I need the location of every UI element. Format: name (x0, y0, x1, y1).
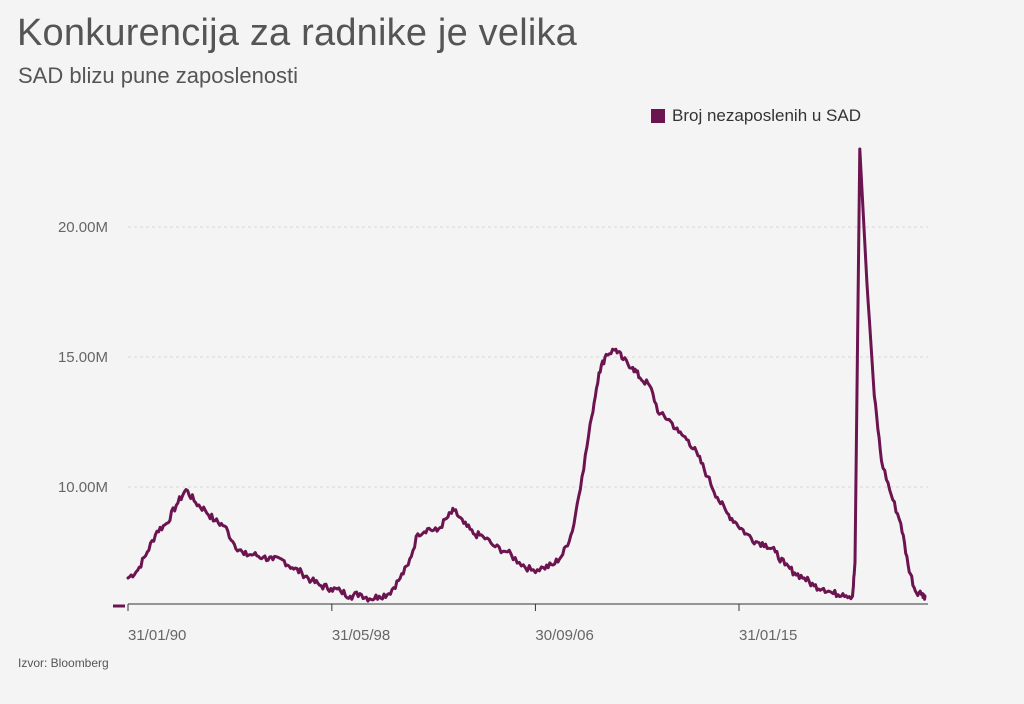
source-note: Izvor: Bloomberg (18, 656, 109, 670)
y-tick-label: 10.00M (58, 479, 108, 496)
series-line (126, 147, 927, 603)
x-tick-label: 31/05/98 (332, 627, 390, 644)
chart-subtitle: SAD blizu pune zaposlenosti (18, 63, 299, 88)
legend-swatch (651, 109, 665, 123)
legend: Broj nezaposlenih u SAD (651, 106, 861, 126)
y-tick-label: 20.00M (58, 219, 108, 236)
x-tick-label: 30/09/06 (535, 627, 593, 644)
chart-title: Konkurencija za radnike je velika (17, 12, 578, 54)
y-tick-label: 15.00M (58, 349, 108, 366)
x-tick-label: 31/01/15 (739, 627, 797, 644)
x-tick-label: 31/01/90 (128, 627, 186, 644)
legend-label: Broj nezaposlenih u SAD (672, 106, 862, 125)
